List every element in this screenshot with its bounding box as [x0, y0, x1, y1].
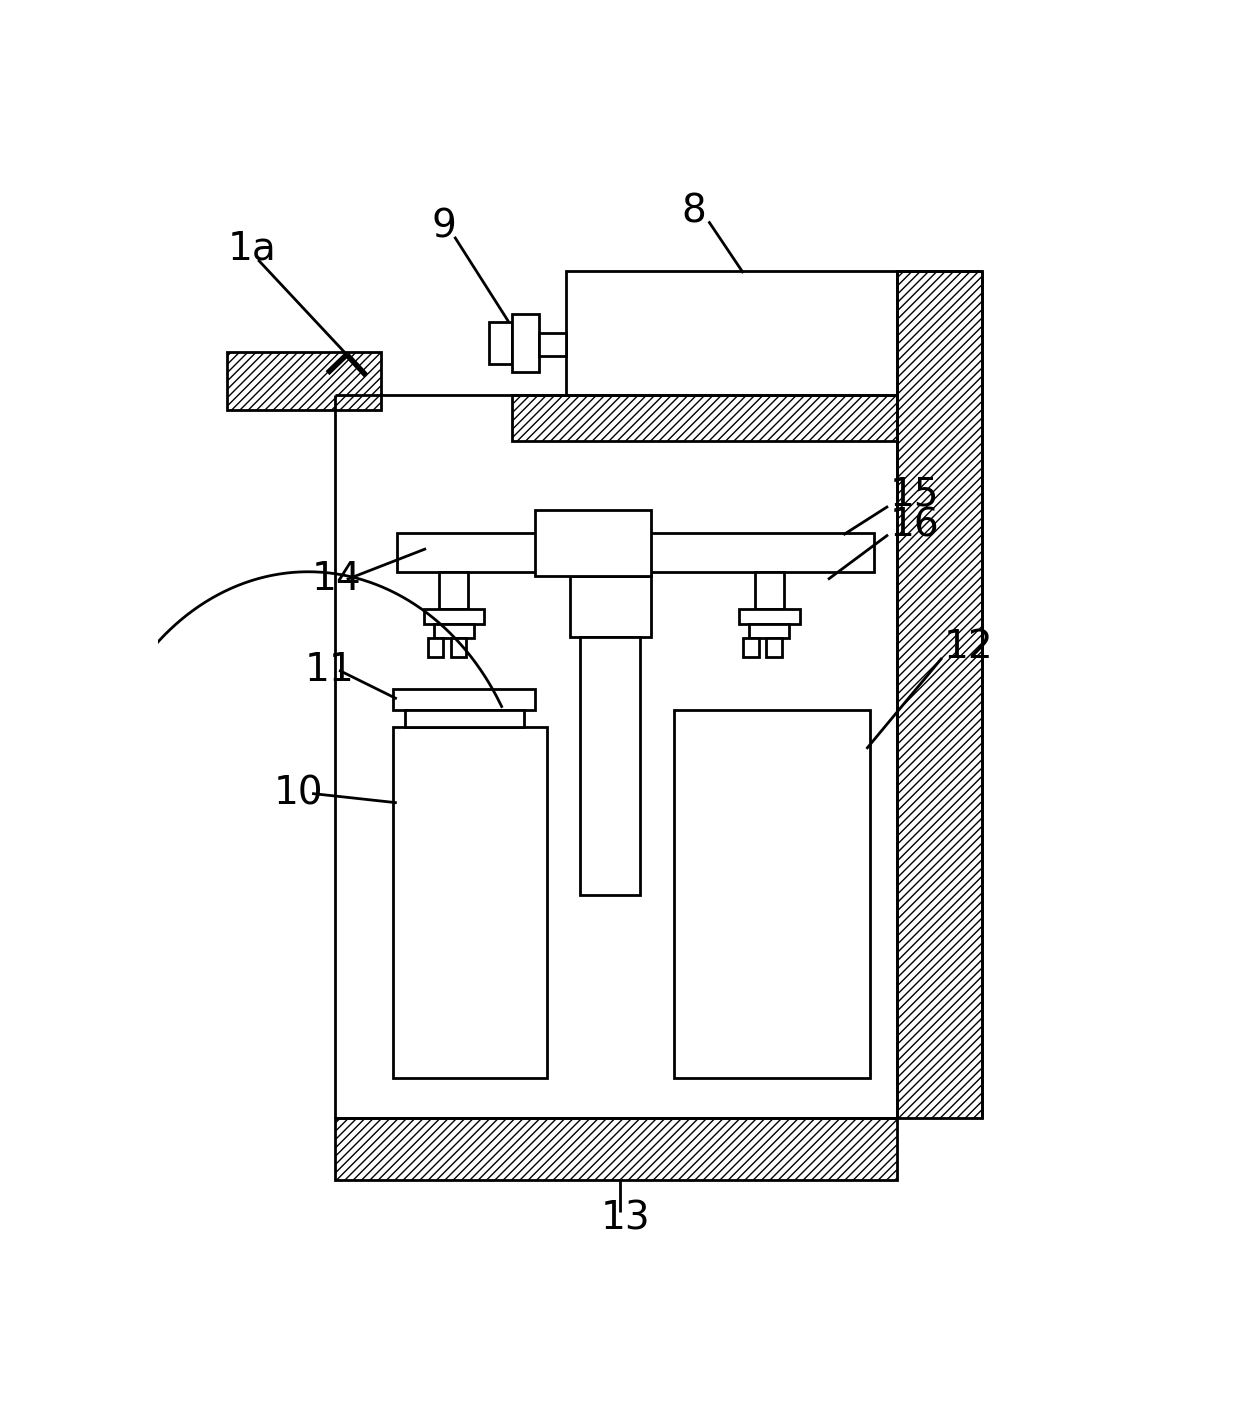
Bar — [512, 394, 898, 441]
Bar — [766, 638, 781, 657]
Text: 13: 13 — [601, 1200, 651, 1238]
Bar — [397, 533, 874, 571]
Text: 16: 16 — [889, 507, 940, 544]
Bar — [539, 333, 567, 356]
Bar — [393, 688, 536, 710]
Text: 15: 15 — [889, 476, 939, 514]
Text: 8: 8 — [682, 193, 707, 230]
Bar — [739, 608, 800, 624]
Bar — [424, 608, 484, 624]
Text: 11: 11 — [304, 651, 355, 690]
Bar — [570, 575, 651, 637]
Bar — [227, 353, 382, 410]
Text: 9: 9 — [432, 208, 456, 246]
Bar — [675, 710, 870, 1078]
Bar — [434, 624, 474, 638]
Bar — [536, 510, 651, 575]
Bar — [743, 638, 759, 657]
Bar — [567, 271, 898, 394]
Bar — [755, 571, 784, 608]
Bar — [512, 314, 539, 371]
Bar — [898, 271, 982, 1118]
Text: 10: 10 — [274, 774, 324, 813]
Text: 14: 14 — [312, 560, 362, 598]
Text: 1a: 1a — [227, 230, 277, 267]
Bar — [580, 637, 640, 895]
Bar — [428, 638, 443, 657]
Bar — [439, 571, 469, 608]
Bar — [393, 727, 547, 1078]
Bar — [490, 321, 512, 364]
Bar — [450, 638, 466, 657]
Text: 12: 12 — [944, 628, 993, 667]
Bar — [749, 624, 790, 638]
Bar — [404, 710, 523, 727]
Bar — [335, 1118, 898, 1180]
